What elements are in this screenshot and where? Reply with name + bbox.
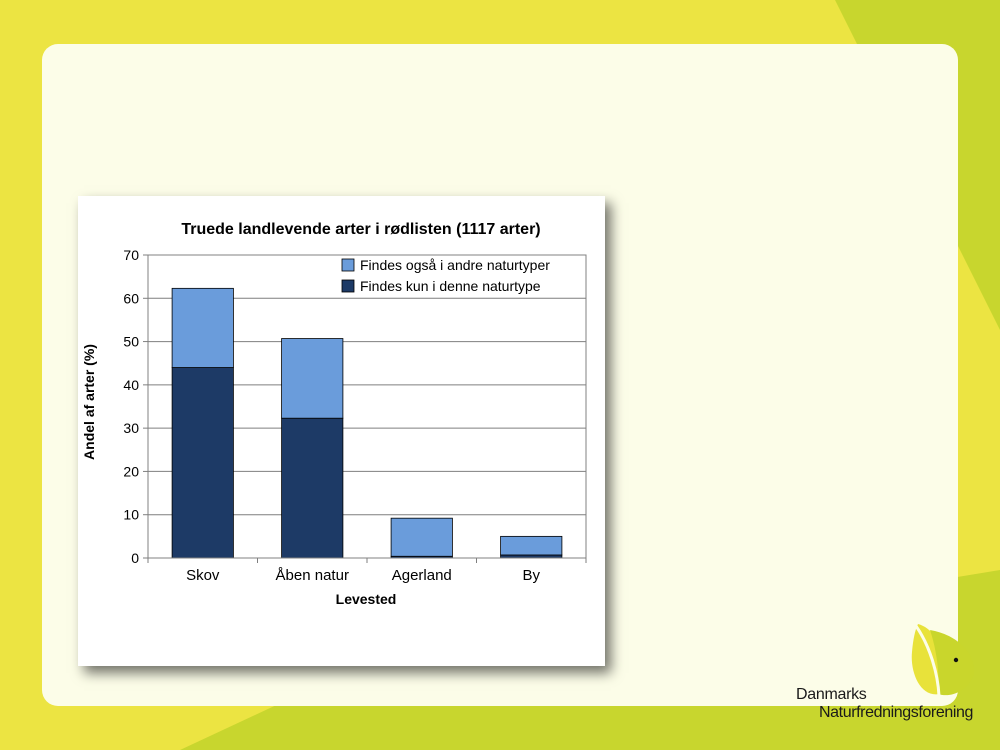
- bar-segment-only-here: [281, 417, 344, 559]
- chart-svg: Truede landlevende arter i rødlisten (11…: [81, 221, 587, 607]
- logo-text-line1: Danmarks: [796, 686, 867, 703]
- y-tick-label: 0: [131, 550, 139, 566]
- leaf-logo-icon: [911, 624, 975, 697]
- legend-swatch: [341, 279, 355, 293]
- bar-segment-also-other: [500, 535, 563, 556]
- bar-segment-only-here: [171, 367, 234, 559]
- y-axis-ticks: 0 10 20 30 40 50 60 70: [123, 247, 148, 566]
- x-axis-label: Levested: [336, 591, 397, 607]
- y-tick-label: 60: [123, 290, 139, 306]
- legend-label: Findes også i andre naturtyper: [360, 257, 550, 273]
- y-tick-label: 50: [123, 334, 139, 350]
- chart-title: Truede landlevende arter i rødlisten (11…: [181, 221, 540, 238]
- y-tick-label: 30: [123, 420, 139, 436]
- x-tick-label: Agerland: [392, 567, 452, 584]
- bar-segment-also-other: [171, 287, 234, 368]
- x-tick-label: By: [522, 567, 540, 584]
- bar-segment-also-other: [390, 517, 453, 557]
- logo-text-line2: Naturfredningsforening: [819, 704, 973, 721]
- legend-label: Findes kun i denne naturtype: [360, 278, 541, 294]
- green-band-top: [500, 0, 1000, 260]
- bar-segment-also-other: [281, 338, 344, 419]
- bars: [171, 287, 563, 559]
- y-tick-label: 20: [123, 463, 139, 479]
- y-axis-label: Andel af arter (%): [81, 344, 97, 460]
- logo: Danmarks Naturfredningsforening: [790, 612, 990, 732]
- legend-swatch: [341, 258, 355, 272]
- x-tick-label: Skov: [186, 567, 220, 584]
- y-tick-label: 70: [123, 247, 139, 263]
- y-tick-label: 40: [123, 377, 139, 393]
- y-tick-label: 10: [123, 507, 139, 523]
- plot-frame: [147, 254, 587, 559]
- x-tick-label: Åben natur: [276, 567, 349, 584]
- chart-card: Truede landlevende arter i rødlisten (11…: [78, 196, 605, 666]
- x-axis-ticks: Skov Åben natur Agerland By: [147, 558, 587, 584]
- legend: Findes også i andre naturtyper Findes kun…: [341, 257, 550, 294]
